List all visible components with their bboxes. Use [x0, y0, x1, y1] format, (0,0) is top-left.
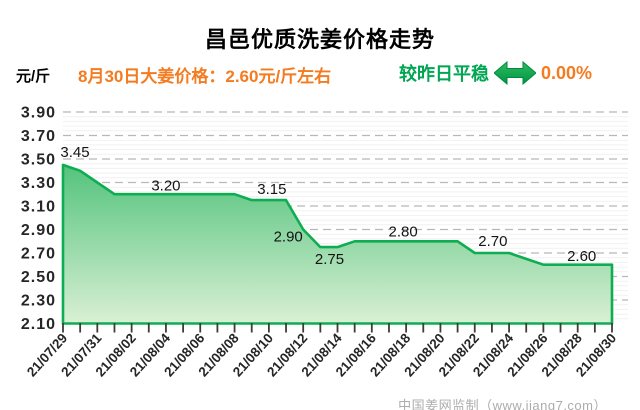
point-label: 2.80 [389, 223, 418, 240]
point-label: 2.70 [478, 233, 507, 250]
chart-svg: 3.90 3.70 3.50 3.30 3.10 2.90 2.70 2.50 2.30 2.10… [21, 105, 628, 380]
point-label: 3.20 [151, 177, 180, 194]
y-tick-label: 3.10 [21, 199, 56, 216]
y-tick-label: 3.70 [21, 128, 56, 145]
y-tick-label: 2.10 [21, 316, 56, 333]
price-area-series [61, 163, 614, 325]
point-label: 3.45 [60, 144, 89, 161]
point-label: 2.90 [274, 229, 303, 246]
y-tick-label: 3.50 [21, 152, 56, 169]
y-axis-unit-label: 元/斤 [16, 68, 51, 85]
price-note: 8月30日大姜价格：2.60元/斤左右 [78, 67, 332, 86]
point-label: 3.15 [257, 181, 286, 198]
y-tick-label: 2.90 [21, 222, 56, 239]
trend-percent-value: 0.00% [541, 62, 593, 83]
y-tick-label: 3.90 [21, 105, 56, 122]
price-trend-chart: 3.90 3.70 3.50 3.30 3.10 2.90 2.70 2.50 2.30 2.10… [0, 95, 640, 410]
y-tick-label: 3.30 [21, 175, 56, 192]
page-title: 昌邑优质洗姜价格走势 [204, 27, 435, 52]
y-tick-label: 2.30 [21, 293, 56, 310]
point-label: 2.75 [315, 251, 344, 268]
point-label: 2.60 [567, 248, 596, 265]
watermark: 中国姜网监制（www.jiang7.com） [398, 398, 607, 410]
y-tick-label: 2.70 [21, 246, 56, 263]
double-arrow-icon [494, 61, 536, 85]
y-tick-label: 2.50 [21, 269, 56, 286]
trend-indicator: 较昨日平稳 0.00% [399, 60, 592, 86]
trend-status-label: 较昨日平稳 [399, 64, 489, 84]
